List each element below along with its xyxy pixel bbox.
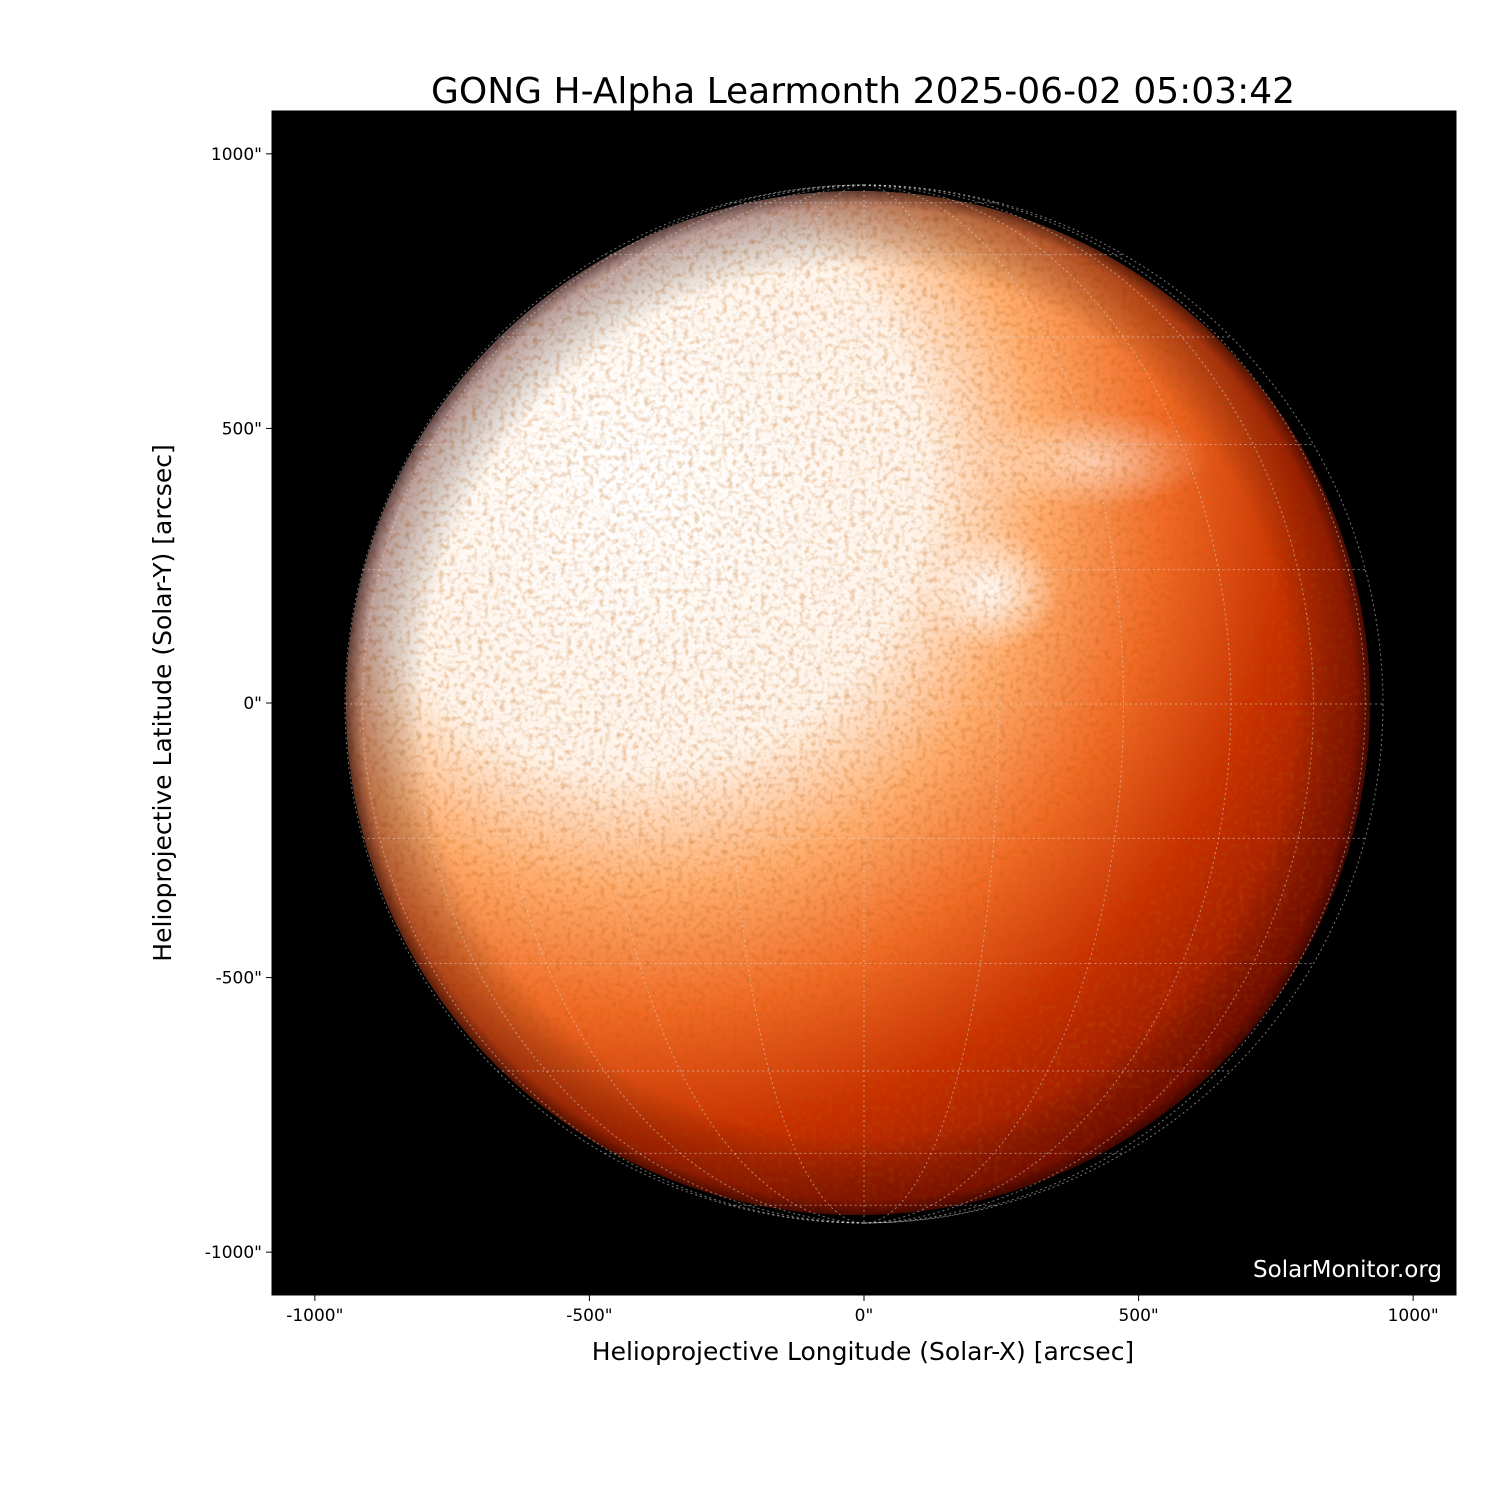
x-tick-label: -1000" — [286, 1306, 343, 1326]
y-tick-label: 1000" — [211, 145, 262, 165]
chart-title: GONG H-Alpha Learmonth 2025-06-02 05:03:… — [431, 71, 1295, 112]
y-tick-label: 0" — [243, 694, 262, 714]
y-tick-label: -500" — [216, 969, 262, 989]
y-tick-label: -1000" — [205, 1243, 262, 1263]
x-axis-label: Helioprojective Longitude (Solar-X) [arc… — [592, 1337, 1134, 1366]
x-tick-label: -500" — [566, 1306, 612, 1326]
x-tick-label: 1000" — [1388, 1306, 1439, 1326]
limb-darkening — [346, 191, 1370, 1215]
longitude-line — [863, 184, 999, 1224]
longitude-line — [863, 184, 1314, 1224]
y-axis-ticks: 1000" 500" 0" -500" -1000" — [205, 145, 272, 1263]
heliographic-grid — [344, 184, 1384, 1224]
y-axis-label: Helioprojective Latitude (Solar-Y) [arcs… — [148, 444, 177, 961]
longitude-line — [414, 184, 865, 1224]
plot-area: SolarMonitor.org — [272, 111, 1456, 1295]
longitude-line — [729, 184, 865, 1224]
x-tick-label: 0" — [855, 1306, 874, 1326]
watermark: SolarMonitor.org — [1253, 1257, 1442, 1283]
limb-circle — [344, 184, 1384, 1224]
y-tick-label: 500" — [222, 419, 262, 439]
longitude-line — [863, 184, 1366, 1224]
longitude-line — [362, 184, 865, 1224]
longitude-line — [497, 184, 865, 1224]
longitude-line — [863, 184, 1231, 1224]
x-axis-ticks: -1000" -500" 0" 500" 1000" — [286, 1295, 1439, 1326]
x-tick-label: 500" — [1118, 1306, 1158, 1326]
